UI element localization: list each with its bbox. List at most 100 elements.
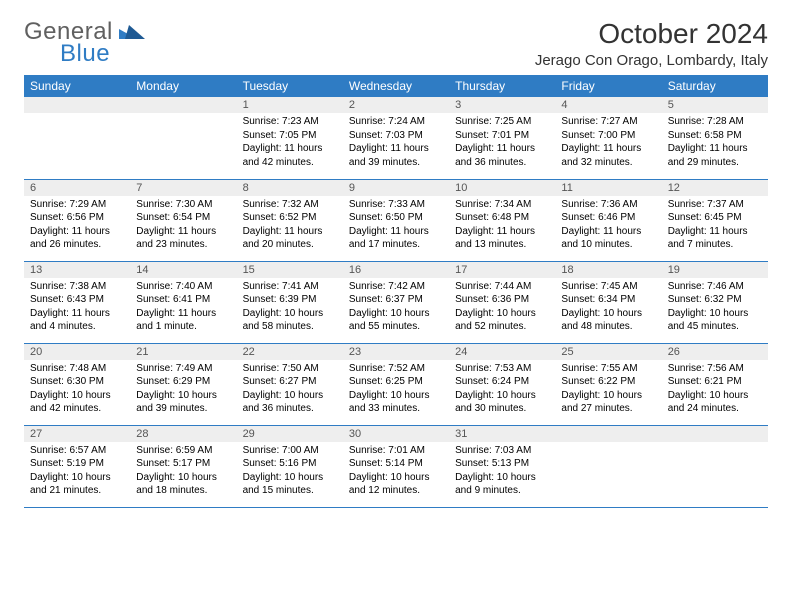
- sunrise-text: Sunrise: 7:52 AM: [349, 362, 443, 376]
- daylight-text: Daylight: 11 hours and 13 minutes.: [455, 225, 549, 252]
- calendar-cell: 3Sunrise: 7:25 AMSunset: 7:01 PMDaylight…: [449, 97, 555, 179]
- sunset-text: Sunset: 6:34 PM: [561, 293, 655, 307]
- day-number: 2: [343, 97, 449, 113]
- sunrise-text: Sunrise: 7:42 AM: [349, 280, 443, 294]
- calendar-week-row: 1Sunrise: 7:23 AMSunset: 7:05 PMDaylight…: [24, 97, 768, 179]
- sunrise-text: Sunrise: 7:37 AM: [668, 198, 762, 212]
- calendar-cell: 2Sunrise: 7:24 AMSunset: 7:03 PMDaylight…: [343, 97, 449, 179]
- sunrise-text: Sunrise: 7:33 AM: [349, 198, 443, 212]
- day-number: 12: [662, 180, 768, 196]
- calendar-cell: 30Sunrise: 7:01 AMSunset: 5:14 PMDayligh…: [343, 425, 449, 507]
- daylight-text: Daylight: 11 hours and 17 minutes.: [349, 225, 443, 252]
- sunrise-text: Sunrise: 7:32 AM: [243, 198, 337, 212]
- calendar-cell: 24Sunrise: 7:53 AMSunset: 6:24 PMDayligh…: [449, 343, 555, 425]
- daylight-text: Daylight: 11 hours and 23 minutes.: [136, 225, 230, 252]
- day-details: Sunrise: 7:50 AMSunset: 6:27 PMDaylight:…: [237, 360, 343, 420]
- calendar-cell: 22Sunrise: 7:50 AMSunset: 6:27 PMDayligh…: [237, 343, 343, 425]
- sunset-text: Sunset: 6:37 PM: [349, 293, 443, 307]
- sunrise-text: Sunrise: 6:59 AM: [136, 444, 230, 458]
- daylight-text: Daylight: 10 hours and 58 minutes.: [243, 307, 337, 334]
- daylight-text: Daylight: 10 hours and 9 minutes.: [455, 471, 549, 498]
- day-details: Sunrise: 7:38 AMSunset: 6:43 PMDaylight:…: [24, 278, 130, 338]
- day-number: 25: [555, 344, 661, 360]
- daylight-text: Daylight: 10 hours and 27 minutes.: [561, 389, 655, 416]
- day-details: Sunrise: 7:25 AMSunset: 7:01 PMDaylight:…: [449, 113, 555, 173]
- sunset-text: Sunset: 6:58 PM: [668, 129, 762, 143]
- daylight-text: Daylight: 11 hours and 39 minutes.: [349, 142, 443, 169]
- calendar-week-row: 27Sunrise: 6:57 AMSunset: 5:19 PMDayligh…: [24, 425, 768, 507]
- calendar-cell: 31Sunrise: 7:03 AMSunset: 5:13 PMDayligh…: [449, 425, 555, 507]
- calendar-cell: [662, 425, 768, 507]
- day-number: 28: [130, 426, 236, 442]
- calendar-cell: 15Sunrise: 7:41 AMSunset: 6:39 PMDayligh…: [237, 261, 343, 343]
- sunrise-text: Sunrise: 7:30 AM: [136, 198, 230, 212]
- calendar-cell: 20Sunrise: 7:48 AMSunset: 6:30 PMDayligh…: [24, 343, 130, 425]
- daylight-text: Daylight: 11 hours and 20 minutes.: [243, 225, 337, 252]
- daylight-text: Daylight: 11 hours and 29 minutes.: [668, 142, 762, 169]
- sunrise-text: Sunrise: 7:27 AM: [561, 115, 655, 129]
- sunrise-text: Sunrise: 7:56 AM: [668, 362, 762, 376]
- calendar-cell: 19Sunrise: 7:46 AMSunset: 6:32 PMDayligh…: [662, 261, 768, 343]
- sunset-text: Sunset: 7:00 PM: [561, 129, 655, 143]
- calendar-cell: 17Sunrise: 7:44 AMSunset: 6:36 PMDayligh…: [449, 261, 555, 343]
- day-details: [555, 442, 661, 502]
- day-number: 1: [237, 97, 343, 113]
- day-details: Sunrise: 7:36 AMSunset: 6:46 PMDaylight:…: [555, 196, 661, 256]
- day-details: Sunrise: 7:30 AMSunset: 6:54 PMDaylight:…: [130, 196, 236, 256]
- sunset-text: Sunset: 5:17 PM: [136, 457, 230, 471]
- calendar-cell: [130, 97, 236, 179]
- sunset-text: Sunset: 6:30 PM: [30, 375, 124, 389]
- sunrise-text: Sunrise: 7:55 AM: [561, 362, 655, 376]
- sunset-text: Sunset: 6:50 PM: [349, 211, 443, 225]
- day-number: [555, 426, 661, 442]
- day-number: 16: [343, 262, 449, 278]
- sunrise-text: Sunrise: 7:38 AM: [30, 280, 124, 294]
- month-title: October 2024: [535, 18, 768, 50]
- sunrise-text: Sunrise: 7:48 AM: [30, 362, 124, 376]
- day-number: 19: [662, 262, 768, 278]
- calendar-cell: 27Sunrise: 6:57 AMSunset: 5:19 PMDayligh…: [24, 425, 130, 507]
- day-number: 17: [449, 262, 555, 278]
- day-number: [662, 426, 768, 442]
- day-number: 5: [662, 97, 768, 113]
- day-details: Sunrise: 7:37 AMSunset: 6:45 PMDaylight:…: [662, 196, 768, 256]
- day-number: 23: [343, 344, 449, 360]
- daylight-text: Daylight: 10 hours and 42 minutes.: [30, 389, 124, 416]
- calendar-cell: 11Sunrise: 7:36 AMSunset: 6:46 PMDayligh…: [555, 179, 661, 261]
- sunset-text: Sunset: 6:36 PM: [455, 293, 549, 307]
- sunset-text: Sunset: 6:29 PM: [136, 375, 230, 389]
- day-header: Saturday: [662, 75, 768, 97]
- calendar-cell: 5Sunrise: 7:28 AMSunset: 6:58 PMDaylight…: [662, 97, 768, 179]
- day-number: 26: [662, 344, 768, 360]
- day-details: Sunrise: 7:42 AMSunset: 6:37 PMDaylight:…: [343, 278, 449, 338]
- logo: General Blue: [24, 18, 145, 68]
- sunrise-text: Sunrise: 7:23 AM: [243, 115, 337, 129]
- daylight-text: Daylight: 10 hours and 21 minutes.: [30, 471, 124, 498]
- calendar-cell: 10Sunrise: 7:34 AMSunset: 6:48 PMDayligh…: [449, 179, 555, 261]
- sunset-text: Sunset: 7:01 PM: [455, 129, 549, 143]
- sunrise-text: Sunrise: 7:03 AM: [455, 444, 549, 458]
- sunrise-text: Sunrise: 7:29 AM: [30, 198, 124, 212]
- day-header: Thursday: [449, 75, 555, 97]
- sunrise-text: Sunrise: 7:44 AM: [455, 280, 549, 294]
- sunrise-text: Sunrise: 7:01 AM: [349, 444, 443, 458]
- day-number: 21: [130, 344, 236, 360]
- sunrise-text: Sunrise: 7:50 AM: [243, 362, 337, 376]
- sunset-text: Sunset: 5:16 PM: [243, 457, 337, 471]
- calendar-cell: 26Sunrise: 7:56 AMSunset: 6:21 PMDayligh…: [662, 343, 768, 425]
- calendar-week-row: 6Sunrise: 7:29 AMSunset: 6:56 PMDaylight…: [24, 179, 768, 261]
- day-details: Sunrise: 7:41 AMSunset: 6:39 PMDaylight:…: [237, 278, 343, 338]
- daylight-text: Daylight: 10 hours and 12 minutes.: [349, 471, 443, 498]
- calendar-cell: 29Sunrise: 7:00 AMSunset: 5:16 PMDayligh…: [237, 425, 343, 507]
- calendar-cell: [555, 425, 661, 507]
- day-number: [24, 97, 130, 113]
- day-number: 18: [555, 262, 661, 278]
- calendar-cell: 16Sunrise: 7:42 AMSunset: 6:37 PMDayligh…: [343, 261, 449, 343]
- sunrise-text: Sunrise: 7:46 AM: [668, 280, 762, 294]
- calendar-cell: 8Sunrise: 7:32 AMSunset: 6:52 PMDaylight…: [237, 179, 343, 261]
- sunrise-text: Sunrise: 7:00 AM: [243, 444, 337, 458]
- day-number: 31: [449, 426, 555, 442]
- day-details: Sunrise: 6:59 AMSunset: 5:17 PMDaylight:…: [130, 442, 236, 502]
- day-number: 4: [555, 97, 661, 113]
- sunset-text: Sunset: 6:45 PM: [668, 211, 762, 225]
